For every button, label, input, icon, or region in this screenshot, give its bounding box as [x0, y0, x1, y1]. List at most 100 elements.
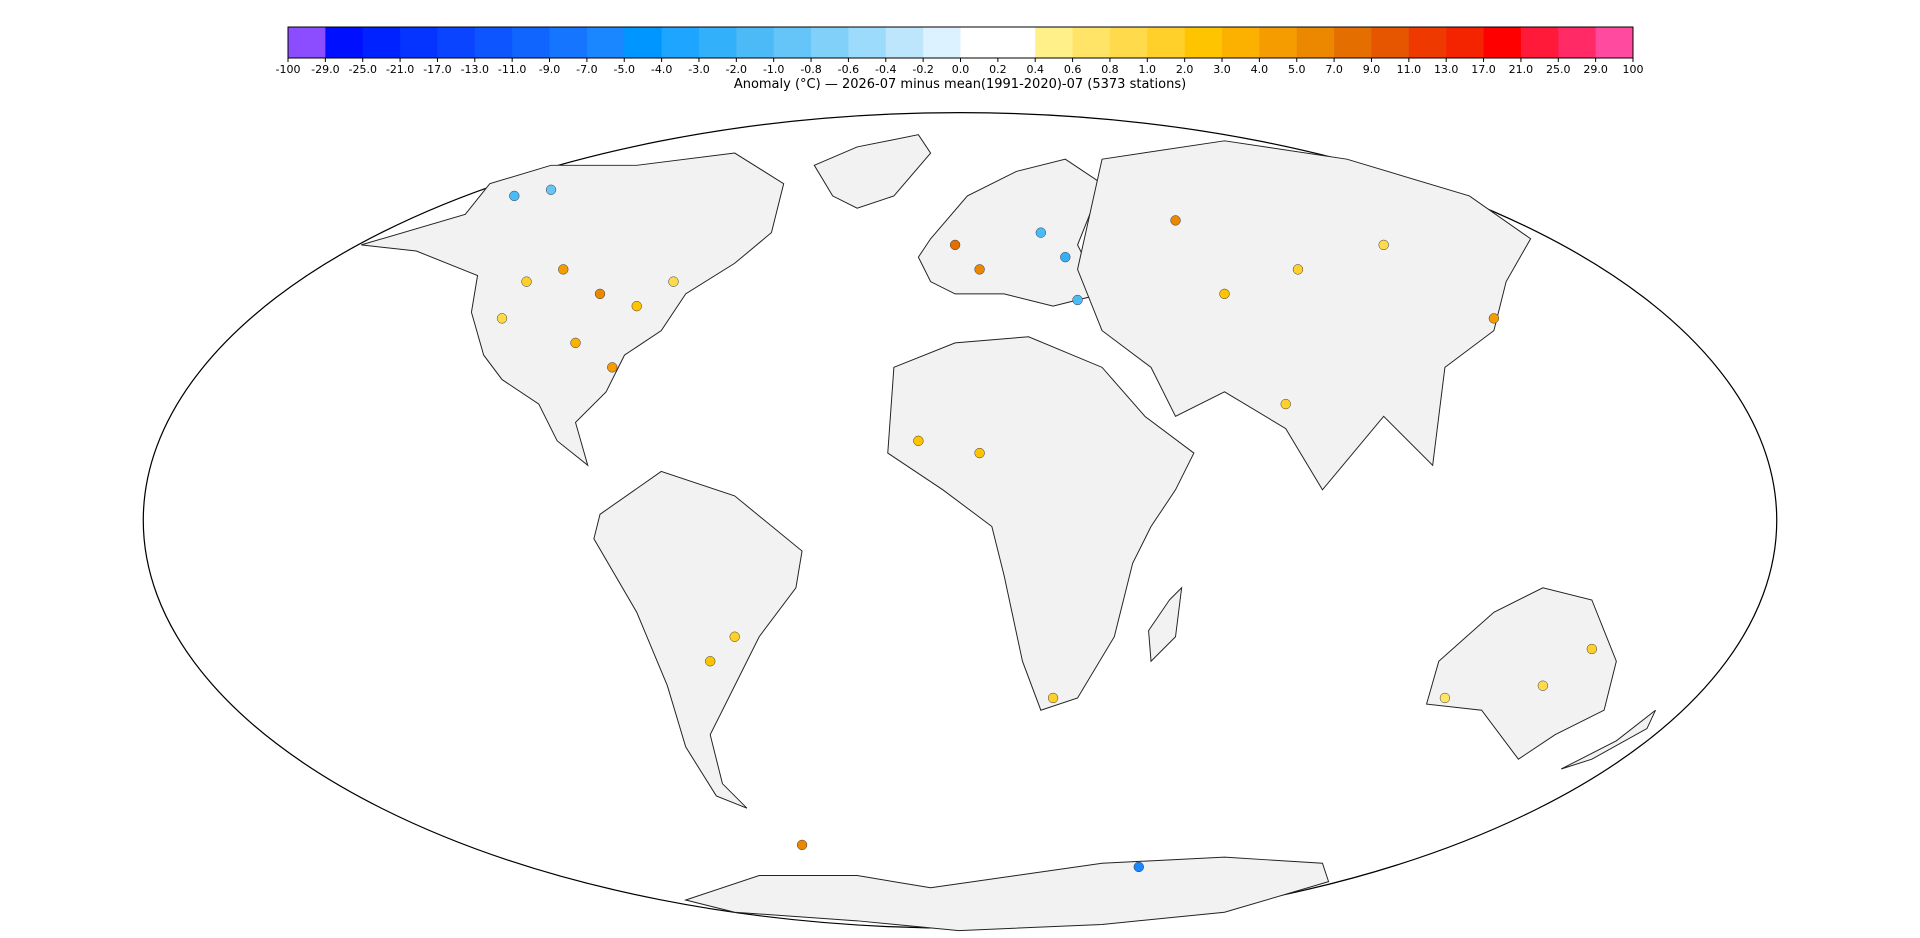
colorbar-segment	[549, 27, 588, 58]
station	[668, 276, 679, 287]
colorbar-tick-label: -7.0	[576, 63, 597, 76]
station	[705, 656, 716, 667]
colorbar-segment	[1334, 27, 1372, 58]
station	[1280, 398, 1291, 410]
map	[142, 112, 1778, 932]
colorbar-tick-label: -100	[276, 63, 301, 76]
colorbar-segment	[1558, 27, 1597, 58]
colorbar-segment	[1184, 27, 1223, 58]
colorbar-segment	[1222, 27, 1260, 58]
colorbar-segment	[960, 27, 999, 58]
colorbar-segment	[512, 27, 551, 58]
colorbar-tick-label: 25.0	[1546, 63, 1571, 76]
station	[949, 239, 961, 251]
colorbar-segment	[586, 27, 625, 58]
colorbar-segment	[362, 27, 401, 58]
colorbar-segment	[885, 27, 924, 58]
station	[607, 362, 618, 373]
caption: Anomaly (°C) — 2026-07 minus mean(1991-2…	[734, 77, 1186, 92]
colorbar-segment	[288, 27, 326, 58]
colorbar-tick-label: 0.8	[1101, 63, 1119, 76]
colorbar-tick-label: -2.0	[726, 63, 747, 76]
colorbar-segment	[1483, 27, 1522, 58]
station	[1586, 643, 1597, 655]
colorbar-segment	[997, 27, 1036, 58]
colorbar-segment	[325, 27, 364, 58]
north-america	[361, 152, 785, 467]
station	[1072, 294, 1083, 306]
colorbar-tick-label: -4.0	[651, 63, 672, 76]
colorbar-tick-label: -13.0	[461, 63, 489, 76]
colorbar-tick-label: -1.0	[763, 63, 784, 76]
colorbar-tick-label: -9.0	[539, 63, 560, 76]
station	[1035, 227, 1046, 238]
australia	[1425, 587, 1617, 760]
colorbar-tick-label: 29.0	[1583, 63, 1608, 76]
colorbar-segment	[736, 27, 775, 58]
colorbar-segment	[437, 27, 476, 58]
colorbar-tick-label: -0.2	[912, 63, 933, 76]
colorbar-segment	[1035, 27, 1074, 58]
colorbar-tick-label: -29.0	[311, 63, 339, 76]
colorbar-tick-label: 100	[1623, 63, 1644, 76]
station-dots	[496, 184, 1597, 873]
station	[631, 300, 642, 312]
colorbar-tick-label: -0.8	[800, 63, 821, 76]
colorbar-tick-label: 4.0	[1251, 63, 1269, 76]
colorbar-segment	[773, 27, 812, 58]
colorbar-tick-label: -21.0	[386, 63, 414, 76]
station	[1292, 264, 1304, 275]
colorbar-segment	[474, 27, 513, 58]
colorbar-tick-label: 0.2	[989, 63, 1007, 76]
colorbar-segment	[1520, 27, 1559, 58]
colorbar-tick-label: 3.0	[1213, 63, 1231, 76]
station	[974, 447, 985, 459]
station	[1047, 692, 1059, 704]
colorbar-segment	[1371, 27, 1410, 58]
colorbar-tick-label: 21.0	[1509, 63, 1534, 76]
station	[729, 631, 740, 642]
station	[1537, 680, 1549, 691]
station	[913, 435, 924, 446]
colorbar: -100 -29.0 -25.0 -21.0 -17.0 -13.0 -11.0 -9.0 -7…	[276, 26, 1644, 76]
africa	[887, 336, 1195, 711]
station	[570, 337, 581, 349]
station	[509, 190, 520, 202]
colorbar-tick-label: 0.6	[1064, 63, 1082, 76]
station	[974, 264, 985, 275]
station	[1378, 239, 1389, 251]
colorbar-tick-label: -5.0	[614, 63, 635, 76]
colorbar-tick-label: 17.0	[1471, 63, 1496, 76]
colorbar-segment	[811, 27, 849, 58]
colorbar-tick-label: 7.0	[1325, 63, 1343, 76]
colorbar-segment	[1259, 27, 1298, 58]
colorbar-tick-label: 0.0	[952, 63, 970, 76]
colorbar-tick-label: -25.0	[348, 63, 376, 76]
station	[1488, 313, 1500, 324]
station	[521, 276, 532, 287]
greenland	[813, 134, 932, 209]
colorbar-segment	[923, 27, 961, 58]
station	[1219, 288, 1230, 300]
south-america	[593, 470, 803, 809]
colorbar-tick-label: 2.0	[1176, 63, 1194, 76]
station	[594, 288, 606, 300]
colorbar-tick-label: -0.6	[838, 63, 859, 76]
colorbar-tick-label: 13.0	[1434, 63, 1459, 76]
asia	[1077, 140, 1532, 491]
colorbar-segment	[848, 27, 887, 58]
colorbar-segment	[400, 27, 438, 58]
colorbar-tick-label: 9.0	[1363, 63, 1381, 76]
colorbar-tick-label: -3.0	[688, 63, 709, 76]
antarctica	[683, 856, 1330, 932]
station	[545, 184, 557, 195]
station	[1133, 861, 1144, 873]
madagascar	[1148, 586, 1183, 663]
colorbar-segment	[1446, 27, 1485, 58]
colorbar-tick-label: 5.0	[1288, 63, 1306, 76]
colorbar-segment	[1595, 27, 1634, 58]
colorbar-segment	[624, 27, 663, 58]
colorbar-tick-label: -17.0	[423, 63, 451, 76]
new-zealand	[1561, 709, 1656, 770]
